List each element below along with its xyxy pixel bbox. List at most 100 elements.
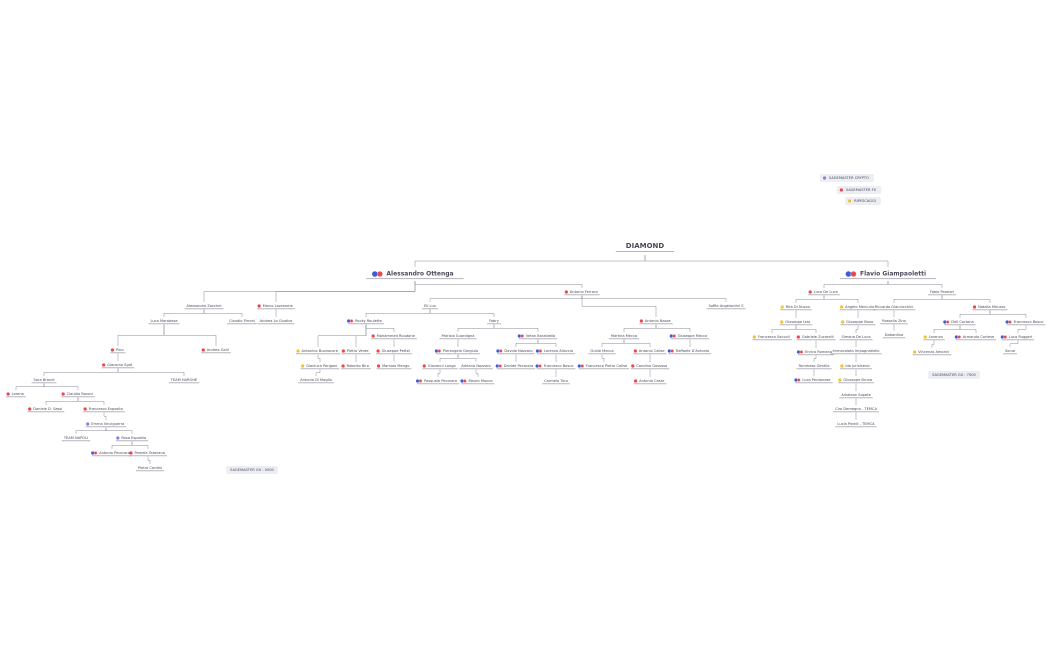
node-label: Enrico Romano [805,350,832,354]
icon-fx-blue [845,271,852,277]
node-label: Fabio Parolari [930,290,954,294]
icon-fx-blue [347,319,351,323]
icon-dot [639,319,643,323]
connector [475,369,479,377]
icon-fx-red [538,364,542,368]
icon-fx-red [498,364,502,368]
icon-fx-red [538,349,543,353]
legend-box [836,186,882,194]
node-label: Flavio Giampaoletti [860,271,926,278]
connector [429,309,495,317]
icon-dot [376,349,380,353]
icon-dot [116,436,120,440]
connector [537,339,557,347]
node-label: Emma Vinciguerra [91,422,124,426]
connector [989,310,1027,318]
icon-dot [201,348,205,352]
connector [105,427,133,434]
icon-fx-red [93,451,98,455]
node-label: Dabardino [885,333,904,337]
connector [823,295,859,303]
node-label: Raffaele D'Antonio [676,349,709,353]
icon-fx-red [850,271,857,277]
icon-dot [847,199,852,203]
connector [581,295,657,317]
icon-dot [376,364,381,368]
icon-fx-red [799,350,804,354]
icon-fx-blue [434,349,439,353]
connector [103,412,107,420]
node-label: Vetan Baraldello [526,334,555,338]
node-label: Antonio Ferrara [570,290,598,294]
icon-dot [129,451,133,455]
node-label: Angelo Mercurio [845,305,874,309]
icon-dot [631,364,635,368]
icon-fx-red [499,349,503,353]
connector [941,295,991,303]
icon-fx-red [797,378,801,382]
connector [959,325,977,333]
node-label: Lucia Pinelli - TEMCA [837,422,875,426]
note-label: SAGEMASTER GX : 7000 [932,373,976,377]
icon-dot [102,363,106,367]
connector [931,340,935,348]
node-label: Ida Jurisicevic [845,364,870,368]
connector [855,325,859,333]
connector [1009,340,1019,347]
nodes: DIAMOND Alessandro Ottenga Flavio Giampaol… [6,242,1046,472]
icon-fx-blue [1000,335,1004,339]
connectors [15,255,1027,464]
icon-dot [913,350,917,354]
node-label: Fabry [489,319,500,323]
node-label: Claudio Baroni [67,392,93,396]
icon-fx-red [1008,320,1012,324]
connector [131,441,149,449]
node-label: Sonia [1005,349,1015,353]
node-label: Immacolata Impagnatiello [832,349,879,353]
icon-dot [808,290,812,294]
connector [77,397,105,405]
icon-dot [972,305,977,309]
icon-dot [752,335,756,339]
node-label: Francesca Pietro Calise [586,364,628,368]
legend-label: SAGEMASTER CRYPTO [829,176,869,180]
node-label: Carolina Gassoso [636,364,667,368]
connector [163,324,217,346]
node-label: Pino [116,348,124,352]
node-label: Pamela Tatavano [135,451,165,455]
node-label: Giuseppe Izzo [785,320,810,324]
node-label: Rossella Zino [882,319,906,323]
node-label: Vincenzo Amorini [918,350,949,354]
node-label: Luca Marabese [150,319,178,323]
node-label: TEAM HAROHE [170,378,198,382]
connector [43,383,79,390]
icon-fx-blue [954,335,958,339]
node-label: Antonio Di Maglio [300,378,332,382]
node-label: Rocky Roulette [355,319,383,323]
node-label: TEAM NAPOLI [63,436,88,440]
icon-fx-blue [667,349,671,353]
icon-fx-red [437,349,442,353]
icon-fx-blue [416,379,420,383]
node-label: Simona De Luca [841,335,870,339]
node-label: Dell Cortona [951,320,973,324]
icon-dot [6,392,10,396]
node-label: Natalia Meuzzo [978,305,1005,309]
node-label: Rita Di Nuzzo [786,305,810,309]
connector [437,369,441,377]
connector [655,324,691,332]
icon-dot [796,335,800,339]
connector [317,354,321,362]
node-label: Giuseppe Pettei [382,349,410,353]
node-label: Riccardo Giannicchini [875,305,914,309]
node-label: Gianluca Parigoni [306,364,337,368]
node-label: Giuseppe Bruno [843,378,872,382]
icon-dot [840,305,844,309]
icon-dot [28,407,32,411]
connector [275,281,416,302]
icon-fx-red [957,335,962,339]
icon-fx-blue [669,334,673,338]
connector [887,281,943,288]
node-label: Lorenzo Alloccio [544,349,573,353]
